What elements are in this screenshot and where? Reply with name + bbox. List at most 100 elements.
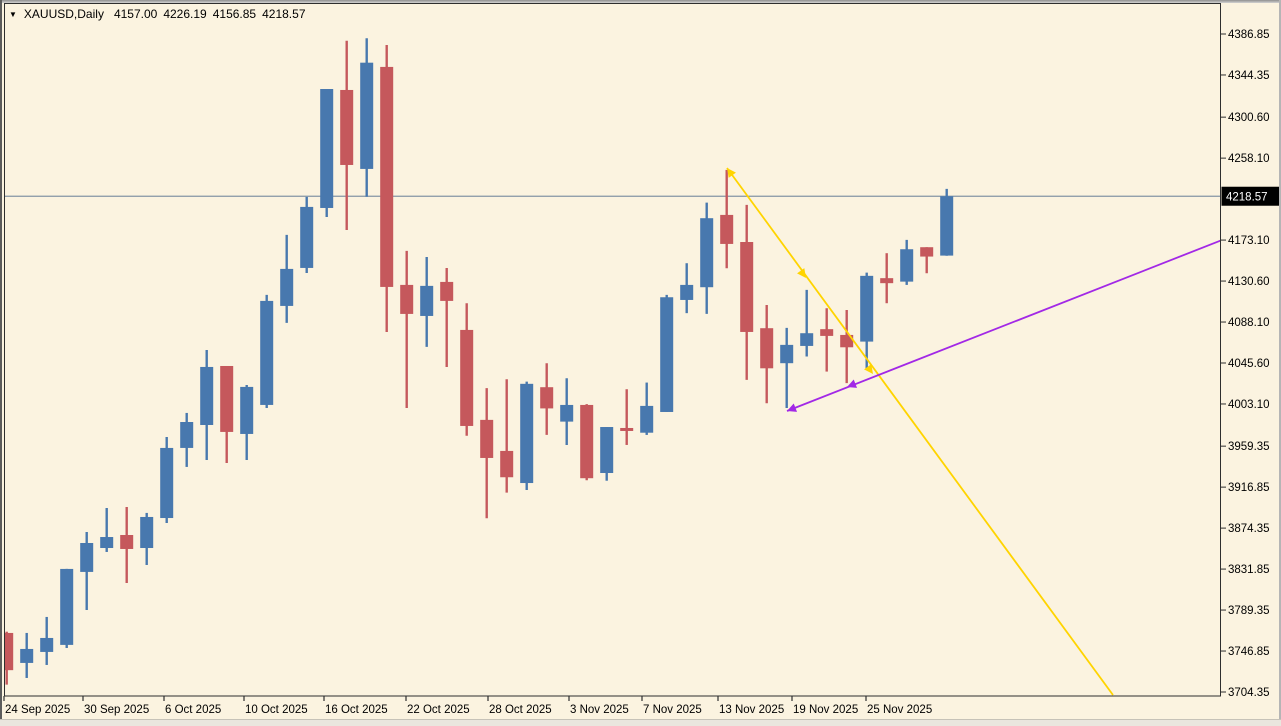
candle-body-bear [340,89,354,165]
price-axis[interactable]: 4386.85 4344.35 4300.60 4258.10 4173.10 4130.… [1220,29,1270,699]
candle-body-bull [280,268,294,306]
candle [540,363,554,435]
candle-body-bull [860,275,874,342]
candle [700,202,714,314]
yellow-descending-trendline-arrowhead [864,364,873,374]
candle [5,631,14,685]
current-price-tag-value: 4218.57 [1226,192,1268,204]
candle [180,412,194,467]
candle [300,196,314,273]
candle [220,365,234,463]
price-tick-label: 3746.85 [1228,646,1270,658]
candle-body-bull [40,637,54,652]
candle-body-bull [260,300,274,405]
candle [360,38,374,197]
candle-body-bull [140,516,154,549]
purple-ascending-trendline-line[interactable] [786,239,1222,412]
candle [500,379,514,493]
candle [120,506,134,584]
candle-body-bull [60,568,74,645]
candle-body-bull [420,285,434,316]
price-tick-label: 3789.35 [1228,605,1270,617]
candle [740,204,754,380]
price-tick-label: 3959.35 [1228,441,1270,453]
candle [860,272,874,370]
window-left-edge [0,0,2,726]
price-tick-label: 4386.85 [1228,29,1270,41]
price-tick-label: 3831.85 [1228,564,1270,576]
candle [820,308,834,372]
title-symbol: XAUUSD,Daily [23,7,104,21]
date-tick-label: 30 Sep 2025 [84,704,149,716]
candle [580,404,594,481]
date-tick-label: 24 Sep 2025 [5,704,70,716]
date-axis[interactable]: 24 Sep 2025 30 Sep 2025 6 Oct 2025 10 Oct 2… [3,696,932,716]
candles-layer [5,38,954,685]
candle-body-bull [180,422,194,448]
price-tick-label: 4003.10 [1228,399,1270,411]
date-tick-label: 25 Nov 2025 [867,704,932,716]
candle [200,349,214,460]
candle [660,294,674,412]
candle [380,45,394,332]
date-tick-label: 22 Oct 2025 [407,704,470,716]
candle [560,378,574,445]
candle [100,508,114,552]
date-tick-label: 3 Nov 2025 [570,704,629,716]
candle [840,309,854,384]
candle [940,188,954,256]
candle [600,427,614,481]
candle [780,327,794,409]
candle [140,512,154,565]
candle-body-bull [900,249,914,282]
symbol-dropdown-icon[interactable]: ▼ [9,10,17,19]
candle-body-bull [360,62,374,169]
candle-body-bear [460,329,474,426]
purple-ascending-trendline[interactable] [786,239,1222,412]
candle-body-bull [560,404,574,422]
plot-area[interactable] [0,38,1222,696]
current-price-tag-box [1221,186,1280,206]
date-tick-label: 19 Nov 2025 [793,704,858,716]
yellow-descending-trendline[interactable] [726,167,1114,696]
candle [80,532,94,611]
purple-ascending-trendline-arrowhead [787,403,798,412]
price-tick-label: 4258.10 [1228,153,1270,165]
candle-body-bear [580,404,594,479]
candle-body-bear [220,365,234,432]
price-tick-label: 4045.60 [1228,358,1270,370]
candle-body-bull [240,386,254,434]
candle [60,568,74,648]
candle [240,384,254,460]
title-open-value: 4157.00 [113,7,158,21]
chart-title: ▼ XAUUSD,Daily 4157.00 4226.19 4156.85 4218.5… [9,7,312,21]
title-low-value: 4156.85 [212,7,257,21]
candle [280,234,294,323]
current-price-tag: 4218.57 [1221,186,1280,206]
candle-body-bull [300,206,314,268]
candle [460,303,474,436]
candle [400,250,414,409]
date-tick-label: 7 Nov 2025 [643,704,702,716]
candle-body-bull [520,383,534,484]
candle-body-bear [120,534,134,549]
candle-body-bull [640,405,654,433]
price-tick-label: 4088.10 [1228,317,1270,329]
candle [420,256,434,347]
yellow-descending-trendline-line[interactable] [726,167,1114,696]
candle [760,304,774,404]
candle [640,382,654,435]
candle-body-bear [500,450,514,478]
candle [160,436,174,523]
date-tick-label: 6 Oct 2025 [165,704,221,716]
candle-body-bull [680,284,694,300]
candle-body-bull [660,297,674,412]
candle-body-bull [600,427,614,474]
candle [20,632,34,678]
candle-body-bull [940,196,954,256]
candle-body-bear [480,419,494,458]
date-tick-label: 13 Nov 2025 [719,704,784,716]
candle-body-bear [380,66,394,287]
